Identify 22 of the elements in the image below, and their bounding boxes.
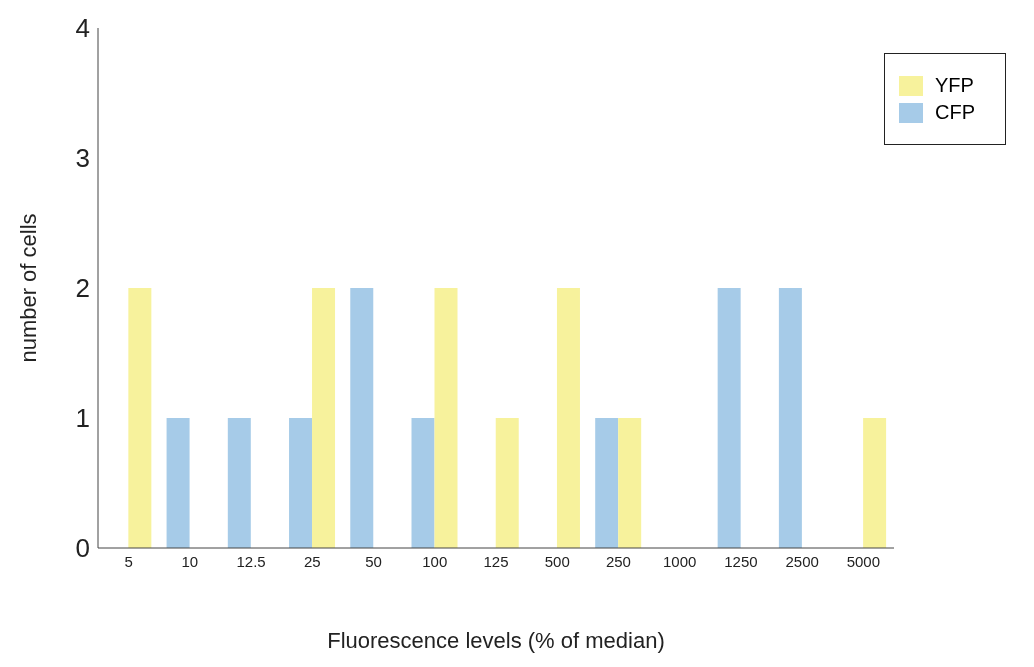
legend-label: CFP [935, 101, 975, 124]
y-tick-label: 4 [75, 13, 90, 44]
y-tick-label: 3 [75, 143, 90, 174]
y-axis-title: number of cells [15, 213, 41, 363]
x-tick-label: 5000 [846, 552, 881, 570]
x-tick-label: 100 [422, 552, 448, 570]
y-tick-label: 1 [75, 403, 90, 434]
x-tick-label: 125 [483, 552, 509, 570]
x-tick-label: 12.5 [236, 552, 266, 570]
x-tick-label: 10 [181, 552, 199, 570]
x-tick-label: 25 [303, 552, 321, 570]
x-tick-label: 1000 [663, 552, 697, 570]
x-tick-label: 1250 [724, 552, 758, 570]
x-tick-label: 5 [124, 552, 133, 570]
x-tick-label: 2500 [785, 552, 819, 570]
x-tick-label: 250 [605, 552, 631, 570]
x-tick-label: 50 [365, 552, 382, 570]
y-tick-label: 0 [75, 533, 90, 564]
legend-label: YFP [935, 74, 974, 97]
x-axis-title: Fluorescence levels (% of median) [327, 628, 665, 653]
y-tick-label: 2 [75, 273, 90, 304]
x-tick-label: 500 [544, 552, 570, 570]
